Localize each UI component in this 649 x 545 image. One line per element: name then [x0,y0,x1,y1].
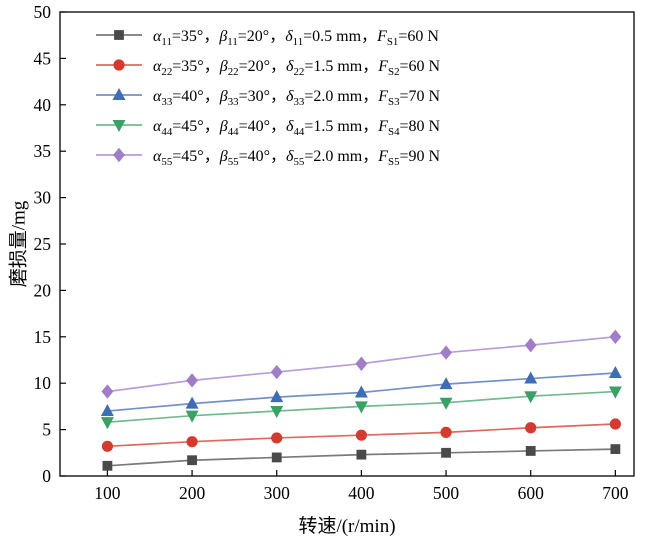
marker-triangle-up [608,365,622,378]
x-tick-label: 300 [264,483,291,503]
marker-square [271,452,282,463]
marker-square [102,460,113,471]
legend-label: α11=35°，β11=20°，δ11=0.5 mm，FS1=60 N [153,27,439,49]
marker-triangle-down [112,120,126,133]
y-tick-label: 0 [42,466,51,486]
x-tick-label: 400 [348,483,375,503]
marker-triangle-up [524,371,538,384]
marker-triangle-down [608,386,622,399]
x-axis-title: 转速/(r/min) [298,516,396,537]
legend-label: α22=35°，β22=20°，δ22=1.5 mm，FS2=60 N [153,57,441,79]
y-tick-label: 20 [34,280,52,300]
legend-label: α33=40°，β33=30°，δ33=2.0 mm，FS3=70 N [153,87,441,109]
marker-diamond [524,337,537,353]
legend-marker-square [96,30,142,40]
marker-triangle-up [270,390,284,403]
legend-item: α33=40°，β33=30°，δ33=2.0 mm，FS3=70 N [94,80,440,110]
marker-circle [101,440,114,452]
legend-marker-diamond [96,147,142,163]
y-axis-title: 磨损量/mg [8,200,30,288]
marker-circle [525,422,537,434]
marker-triangle-down [524,391,538,404]
marker-diamond [113,147,125,163]
marker-square [187,455,197,466]
y-tick-label: 45 [34,48,52,68]
legend-item: α11=35°，β11=20°，δ11=0.5 mm，FS1=60 N [94,20,440,50]
x-tick-label: 100 [94,483,121,503]
marker-triangle-up [185,396,199,409]
legend: α11=35°，β11=20°，δ11=0.5 mm，FS1=60 N α22=3… [94,20,440,170]
legend-label: α55=45°，β55=40°，δ55=2.0 mm，FS5=90 N [153,147,441,169]
marker-square [610,444,621,454]
x-tick-label: 600 [518,483,545,503]
legend-marker-triangle-up [96,87,142,101]
legend-label: α44=45°，β44=40°，δ44=1.5 mm，FS4=80 N [153,117,441,139]
marker-circle [271,432,283,444]
marker-square [525,446,536,456]
marker-triangle-down [270,406,284,419]
legend-marker-triangle-down [96,120,142,133]
marker-diamond [101,384,114,399]
marker-circle [113,59,125,71]
marker-triangle-down [185,410,199,423]
legend-item: α22=35°，β22=20°，δ22=1.5 mm，FS2=60 N [94,50,440,80]
x-tick-label: 700 [602,483,629,503]
marker-circle [355,429,367,441]
marker-square [114,30,124,40]
marker-circle [609,418,621,430]
marker-square [441,447,451,458]
y-tick-label: 35 [34,141,52,161]
marker-triangle-up [112,87,126,101]
y-tick-label: 50 [34,2,52,22]
y-tick-label: 30 [34,188,52,208]
marker-circle [186,436,198,448]
marker-triangle-up [354,385,368,398]
x-tick-label: 200 [179,483,206,503]
marker-triangle-up [439,377,453,390]
marker-diamond [355,356,368,371]
y-tick-label: 15 [34,327,52,347]
marker-triangle-down [354,401,368,414]
legend-item: α55=45°，β55=40°，δ55=2.0 mm，FS5=90 N [94,140,440,170]
marker-diamond [186,373,198,388]
marker-triangle-down [100,417,114,430]
y-tick-label: 10 [34,373,52,393]
marker-diamond [440,345,452,360]
marker-triangle-up [100,403,114,417]
marker-circle [440,426,452,438]
y-tick-label: 40 [34,95,52,115]
marker-diamond [609,329,622,345]
legend-marker-circle [96,59,142,71]
y-tick-label: 5 [42,420,51,440]
y-tick-label: 25 [34,234,52,254]
marker-triangle-down [439,397,453,410]
marker-diamond [270,364,283,380]
x-tick-label: 500 [433,483,460,503]
legend-item: α44=45°，β44=40°，δ44=1.5 mm，FS4=80 N [94,110,440,140]
marker-square [356,449,367,460]
